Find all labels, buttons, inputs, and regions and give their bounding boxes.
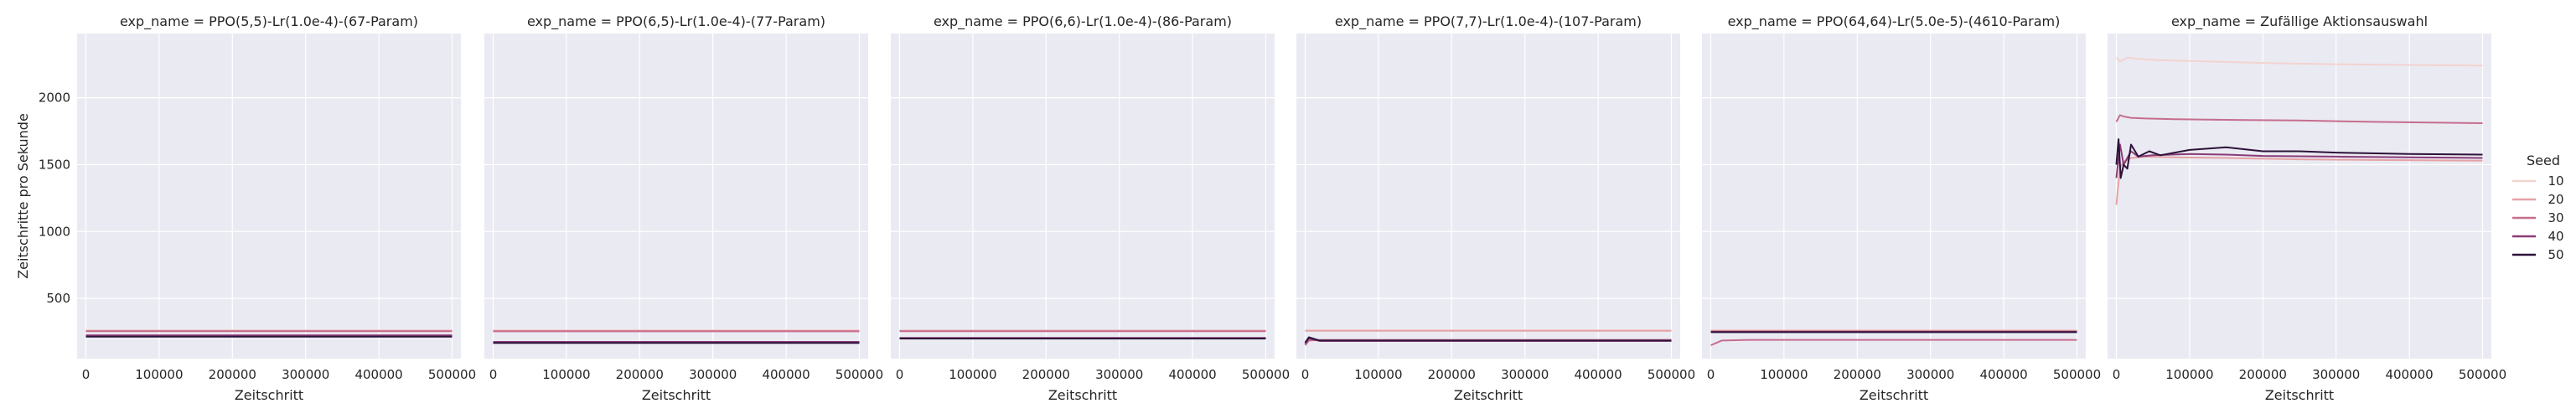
x-tick-label: 300000 xyxy=(282,367,329,382)
x-tick-label: 100000 xyxy=(2165,367,2213,382)
panel-5: exp_name = PPO(64,64)-Lr(5.0e-5)-(4610-P… xyxy=(1702,13,2101,403)
x-tick-label: 300000 xyxy=(1095,367,1143,382)
plot-background xyxy=(1702,34,2086,359)
panel-title: exp_name = PPO(6,6)-Lr(1.0e-4)-(86-Param… xyxy=(934,13,1232,30)
x-tick-label: 400000 xyxy=(1979,367,2027,382)
legend-label-10: 10 xyxy=(2548,173,2563,189)
legend-label-30: 30 xyxy=(2548,210,2563,225)
x-tick-label: 200000 xyxy=(209,367,256,382)
x-tick-label: 400000 xyxy=(354,367,402,382)
x-tick-label: 500000 xyxy=(2459,367,2506,382)
x-tick-label: 400000 xyxy=(762,367,810,382)
x-tick-label: 100000 xyxy=(1354,367,1402,382)
x-tick-label: 400000 xyxy=(1574,367,1622,382)
x-axis-label: Zeitschritt xyxy=(1454,387,1523,403)
panel-title: exp_name = Zufällige Aktionsauswahl xyxy=(2171,13,2428,30)
x-tick-label: 200000 xyxy=(616,367,664,382)
panel-3: exp_name = PPO(6,6)-Lr(1.0e-4)-(86-Param… xyxy=(891,13,1290,403)
panel-title: exp_name = PPO(5,5)-Lr(1.0e-4)-(67-Param… xyxy=(120,13,418,30)
x-tick-label: 100000 xyxy=(135,367,183,382)
x-axis-label: Zeitschritt xyxy=(1860,387,1928,403)
series-line-seed-30 xyxy=(2115,114,2483,124)
y-axis-label: Zeitschritte pro Sekunde xyxy=(15,113,31,279)
x-tick-label: 200000 xyxy=(2239,367,2287,382)
x-tick-label: 300000 xyxy=(2312,367,2360,382)
x-tick-label: 0 xyxy=(82,367,91,382)
series-line-seed-50 xyxy=(2115,138,2483,179)
series-line-seed-10 xyxy=(2115,56,2483,67)
gridlines xyxy=(1296,34,1680,359)
x-axis-label: Zeitschritt xyxy=(235,387,303,403)
x-tick-label: 100000 xyxy=(949,367,996,382)
legend-label-50: 50 xyxy=(2548,247,2563,262)
plot-background xyxy=(484,34,868,359)
gridlines xyxy=(484,34,868,359)
panel-title: exp_name = PPO(64,64)-Lr(5.0e-5)-(4610-P… xyxy=(1728,13,2061,30)
legend-title: Seed xyxy=(2527,153,2560,168)
gridlines xyxy=(77,34,461,359)
x-tick-label: 0 xyxy=(489,367,498,382)
x-tick-label: 500000 xyxy=(1648,367,1695,382)
x-axis-label: Zeitschritt xyxy=(642,387,711,403)
plot-background xyxy=(891,34,1275,359)
y-tick-label: 1000 xyxy=(39,224,70,239)
panel-4: exp_name = PPO(7,7)-Lr(1.0e-4)-(107-Para… xyxy=(1296,13,1695,403)
x-axis-label: Zeitschritt xyxy=(1048,387,1117,403)
gridlines xyxy=(1702,34,2086,359)
gridlines xyxy=(891,34,1275,359)
y-tick-label: 500 xyxy=(46,291,70,306)
legend-items: 10 20 30 40 50 xyxy=(2512,173,2564,262)
x-tick-label: 400000 xyxy=(1168,367,1216,382)
legend-label-20: 20 xyxy=(2548,192,2563,207)
panel-title: exp_name = PPO(6,5)-Lr(1.0e-4)-(77-Param… xyxy=(527,13,825,30)
x-tick-label: 0 xyxy=(896,367,904,382)
series-line-seed-20 xyxy=(2115,155,2483,205)
panel-2: exp_name = PPO(6,5)-Lr(1.0e-4)-(77-Param… xyxy=(484,13,883,403)
x-tick-label: 400000 xyxy=(2385,367,2433,382)
chart-panels: exp_name = PPO(5,5)-Lr(1.0e-4)-(67-Param… xyxy=(39,13,2506,403)
plot-background xyxy=(2108,34,2491,359)
panel-title: exp_name = PPO(7,7)-Lr(1.0e-4)-(107-Para… xyxy=(1335,13,1642,30)
plot-background xyxy=(1296,34,1680,359)
panel-6: exp_name = Zufällige Aktionsauswahl 0 1000… xyxy=(2108,13,2506,403)
x-tick-label: 300000 xyxy=(689,367,737,382)
y-tick-label: 2000 xyxy=(39,91,70,106)
x-tick-label: 0 xyxy=(1301,367,1310,382)
x-tick-label: 200000 xyxy=(1022,367,1070,382)
x-tick-label: 500000 xyxy=(428,367,476,382)
x-axis-label: Zeitschritt xyxy=(2265,387,2334,403)
x-tick-label: 500000 xyxy=(1242,367,1290,382)
x-tick-label: 200000 xyxy=(1428,367,1476,382)
panel-1: exp_name = PPO(5,5)-Lr(1.0e-4)-(67-Param… xyxy=(39,13,476,403)
series-line-seed-50 xyxy=(1304,336,1672,344)
x-tick-label: 500000 xyxy=(2053,367,2101,382)
legend: Seed 10 20 30 40 50 xyxy=(2512,153,2564,262)
x-tick-label: 0 xyxy=(2113,367,2121,382)
plot-background xyxy=(77,34,461,359)
x-tick-label: 300000 xyxy=(1906,367,1954,382)
x-tick-label: 300000 xyxy=(1501,367,1549,382)
series-line-seed-30 xyxy=(1710,339,2077,346)
y-tick-label: 1500 xyxy=(39,157,70,172)
x-tick-label: 200000 xyxy=(1834,367,1881,382)
gridlines xyxy=(2108,34,2491,359)
series-line-seed-40 xyxy=(2115,143,2483,178)
x-tick-label: 100000 xyxy=(542,367,590,382)
x-tick-label: 0 xyxy=(1707,367,1715,382)
x-tick-label: 500000 xyxy=(835,367,883,382)
legend-label-40: 40 xyxy=(2548,229,2563,244)
x-tick-label: 100000 xyxy=(1760,367,1808,382)
